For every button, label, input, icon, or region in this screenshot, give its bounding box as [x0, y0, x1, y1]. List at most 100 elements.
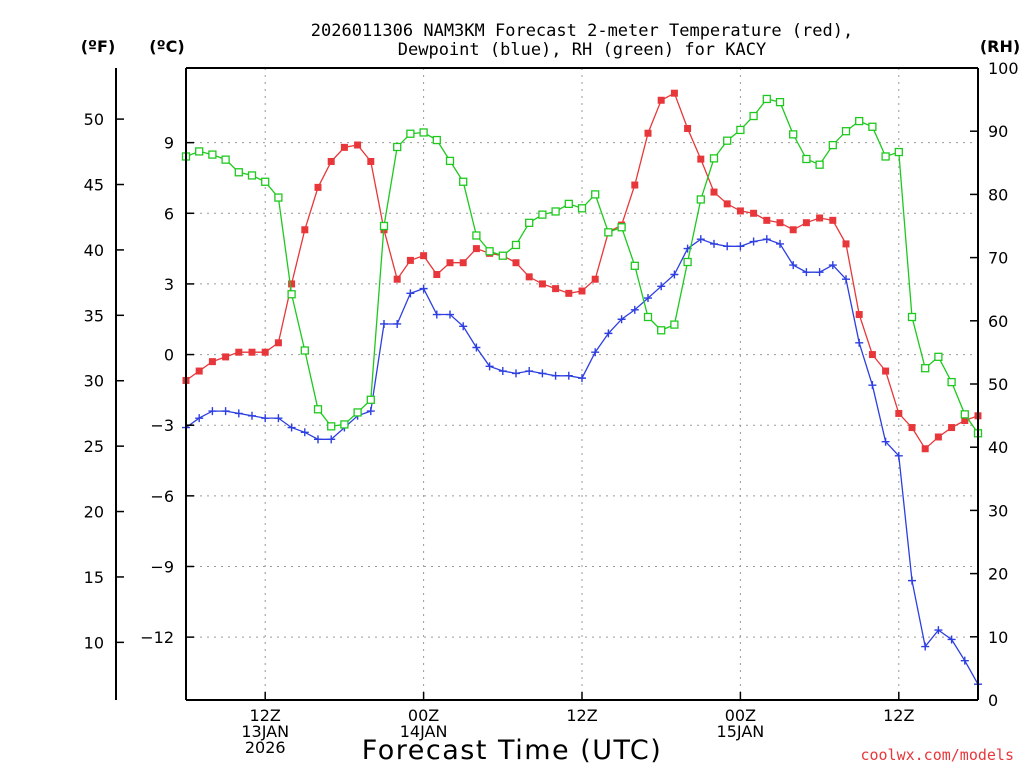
rh-point [921, 364, 930, 373]
dewpoint-point [881, 437, 890, 446]
rh-point [274, 193, 283, 202]
temperature-point [710, 188, 718, 196]
rh-tick-label: 30 [988, 501, 1008, 520]
rh-point [261, 177, 270, 186]
dewpoint-point [446, 310, 454, 319]
temperature-point [921, 445, 929, 453]
temperature-point [948, 424, 956, 432]
dewpoint-point [261, 414, 270, 423]
temperature-point [340, 143, 348, 151]
rh-point [208, 150, 217, 159]
temperature-point [393, 275, 401, 283]
temperature-point [538, 280, 546, 288]
fahrenheit-axis-label: (ºF) [81, 37, 116, 56]
celsius-tick-label: 9 [164, 134, 174, 153]
rh-point [577, 204, 587, 213]
rh-point [247, 171, 257, 180]
dewpoint-point [868, 381, 877, 390]
rh-point [432, 135, 441, 145]
temperature-point [261, 348, 269, 356]
celsius-tick-label: 0 [164, 346, 174, 365]
rh-point [551, 207, 560, 216]
temperature-point [248, 348, 256, 356]
rh-point [749, 111, 758, 121]
dewpoint-point [314, 435, 322, 444]
rh-tick-label: 80 [988, 185, 1008, 204]
dewpoint-point [578, 374, 586, 383]
temperature-point [670, 89, 678, 97]
dewpoint-point [908, 576, 916, 585]
fahrenheit-tick-label: 10 [84, 633, 104, 652]
chart-title-line-1: 2026011306 NAM3KM Forecast 2-meter Tempe… [311, 21, 853, 41]
rh-tick-label: 10 [988, 628, 1008, 647]
temperature-point [354, 141, 362, 149]
dewpoint-point [670, 270, 679, 279]
temperature-point [723, 200, 731, 208]
temperature-point [934, 433, 942, 441]
dewpoint-point [432, 310, 441, 319]
time-tick-label: 12Z [250, 706, 281, 725]
dewpoint-point [657, 282, 666, 291]
fahrenheit-tick-label: 35 [84, 306, 104, 325]
temperature-point [406, 256, 414, 264]
rh-point [630, 261, 639, 270]
rh-point [445, 156, 455, 166]
rh-point [498, 251, 507, 260]
chart-title-line-2: Dewpoint (blue), RH (green) for KACY [398, 40, 766, 60]
dewpoint-point [564, 371, 573, 380]
rh-point [234, 168, 243, 177]
time-tick-label: 13JAN [241, 722, 289, 741]
dewpoint-point [221, 407, 230, 416]
temperature-point [472, 245, 480, 253]
dewpoint-point [485, 362, 494, 371]
rh-point [696, 195, 705, 204]
fahrenheit-tick-label: 50 [84, 110, 104, 129]
celsius-tick-label: 3 [164, 275, 174, 294]
rh-point [881, 152, 890, 161]
dewpoint-point [617, 315, 626, 324]
rh-tick-label: 90 [988, 122, 1008, 141]
dewpoint-point [380, 319, 388, 328]
rh-tick-label: 60 [988, 312, 1008, 331]
temperature-point [327, 157, 335, 165]
temperature-point [578, 287, 586, 295]
celsius-tick-label: 6 [164, 204, 174, 223]
rh-point [591, 190, 600, 199]
rh-point [894, 147, 903, 157]
temperature-point [895, 409, 903, 417]
dewpoint-point [419, 284, 428, 293]
temperature-point [763, 216, 771, 224]
rh-point [564, 199, 573, 209]
dewpoint-point [512, 369, 520, 378]
rh-point [313, 405, 323, 414]
rh-point [340, 420, 349, 429]
source-credit: coolwx.com/models [860, 746, 1014, 764]
rh-point [643, 312, 653, 322]
dewpoint-point [842, 275, 850, 284]
x-axis-title: Forecast Time (UTC) [362, 735, 663, 766]
time-tick-label: 12Z [883, 706, 914, 725]
fahrenheit-tick-label: 25 [84, 437, 104, 456]
dewpoint-point [630, 305, 639, 314]
temperature-point [591, 275, 599, 283]
dewpoint-point [287, 423, 296, 432]
dewpoint-point [234, 409, 243, 418]
dewpoint-point [947, 635, 956, 644]
celsius-tick-label: −3 [150, 416, 174, 435]
dewpoint-point [749, 237, 758, 246]
dewpoint-point [208, 407, 217, 416]
rh-point [472, 231, 481, 240]
rh-tick-label: 100 [988, 59, 1019, 78]
dewpoint-point [274, 414, 283, 423]
rh-point [736, 125, 745, 135]
dewpoint-point [406, 289, 415, 298]
rh-point [485, 247, 494, 256]
rh-point [419, 128, 428, 137]
dewpoint-point [828, 261, 837, 270]
dewpoint-point [776, 239, 784, 248]
temperature-point [195, 367, 203, 375]
dewpoint-point [789, 261, 798, 270]
rh-point [657, 326, 666, 335]
dewpoint-point [472, 343, 481, 352]
fahrenheit-tick-label: 45 [84, 176, 104, 195]
